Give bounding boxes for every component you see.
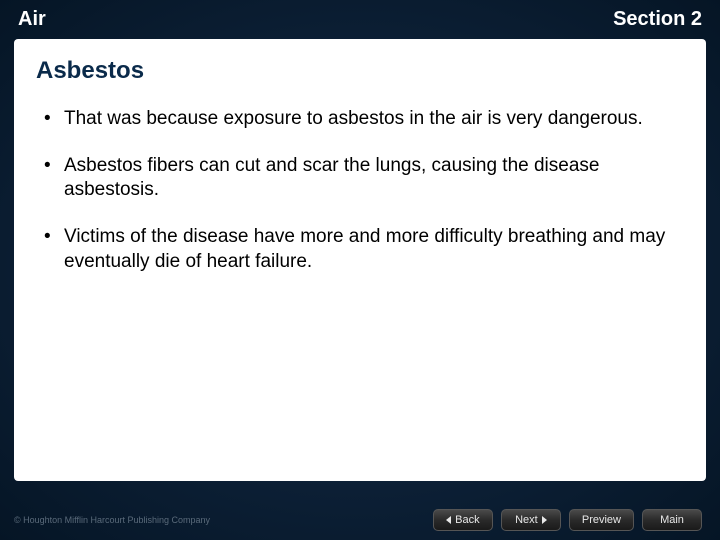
arrow-right-icon bbox=[542, 516, 547, 524]
preview-button[interactable]: Preview bbox=[569, 509, 634, 531]
back-button-label: Back bbox=[455, 514, 479, 526]
main-button[interactable]: Main bbox=[642, 509, 702, 531]
next-button[interactable]: Next bbox=[501, 509, 561, 531]
nav-button-group: Back Next Preview Main bbox=[433, 509, 702, 531]
bullet-item: Asbestos fibers can cut and scar the lun… bbox=[36, 154, 684, 203]
header-left-label: Air bbox=[18, 8, 46, 31]
header-right-label: Section 2 bbox=[613, 8, 702, 31]
slide-title: Asbestos bbox=[36, 57, 684, 85]
next-button-label: Next bbox=[515, 514, 538, 526]
slide-footer: © Houghton Mifflin Harcourt Publishing C… bbox=[0, 500, 720, 540]
bullet-list: That was because exposure to asbestos in… bbox=[36, 107, 684, 274]
bullet-item: Victims of the disease have more and mor… bbox=[36, 225, 684, 274]
main-button-label: Main bbox=[660, 514, 684, 526]
slide-header: Air Section 2 bbox=[0, 0, 720, 35]
bullet-item: That was because exposure to asbestos in… bbox=[36, 107, 684, 132]
preview-button-label: Preview bbox=[582, 514, 621, 526]
copyright-text: © Houghton Mifflin Harcourt Publishing C… bbox=[14, 515, 433, 525]
arrow-left-icon bbox=[446, 516, 451, 524]
slide-content: Asbestos That was because exposure to as… bbox=[14, 39, 706, 481]
back-button[interactable]: Back bbox=[433, 509, 493, 531]
